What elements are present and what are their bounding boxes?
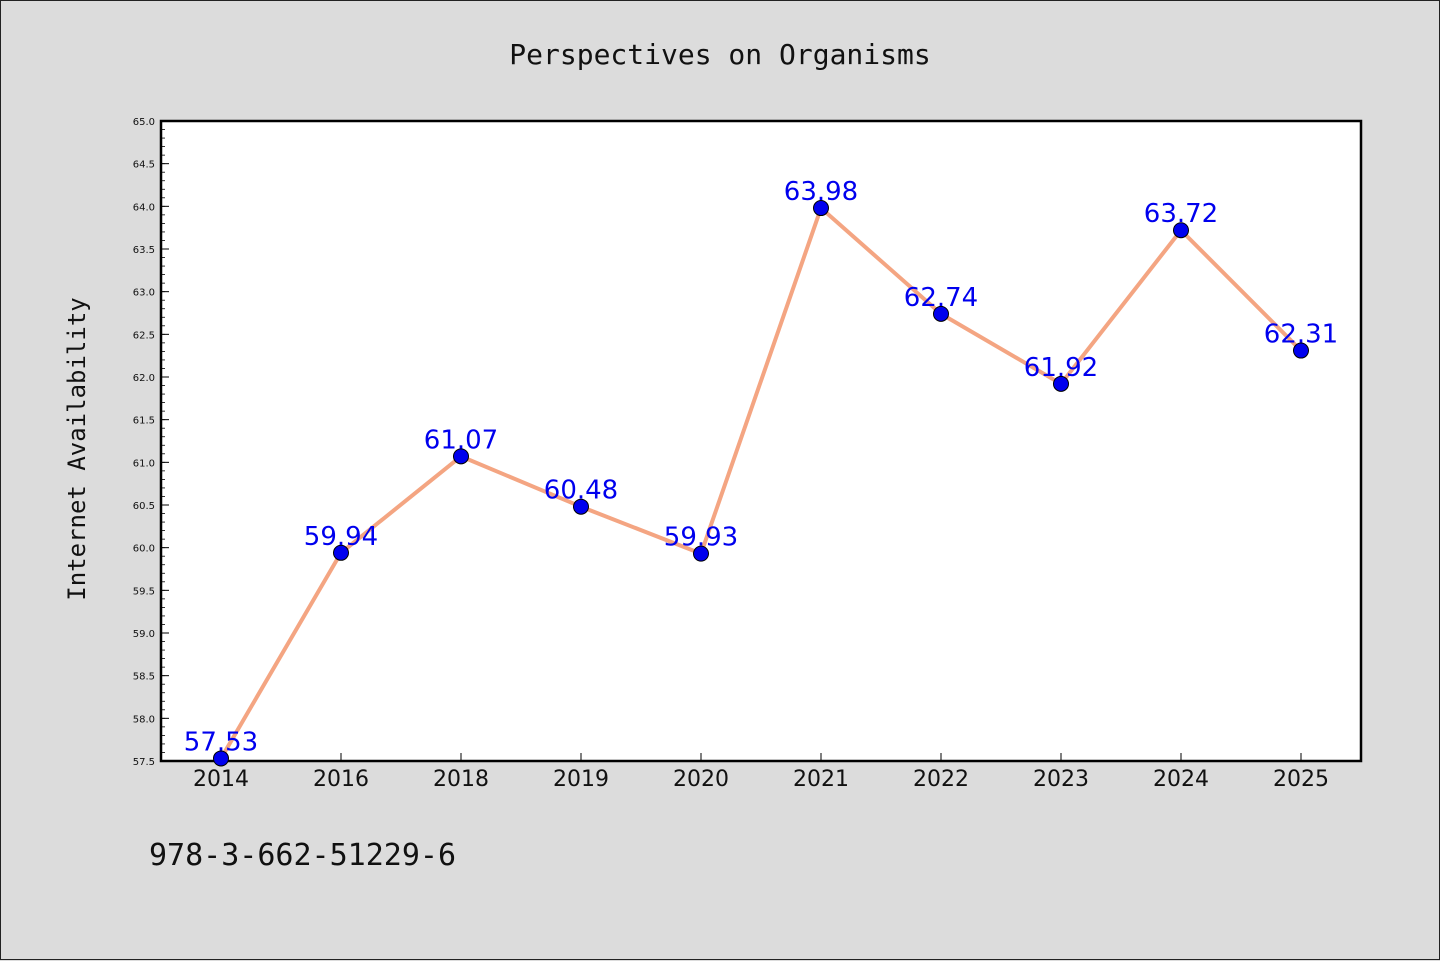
y-tick-label: 59.5 bbox=[133, 586, 155, 597]
data-point bbox=[1293, 342, 1309, 359]
footnote-isbn: 978-3-662-51229-6 bbox=[149, 838, 456, 873]
x-tick-label: 2014 bbox=[193, 767, 249, 792]
data-point bbox=[813, 200, 829, 217]
data-label: 63.72 bbox=[1144, 199, 1218, 229]
data-label: 62.74 bbox=[904, 283, 978, 313]
data-label: 57.53 bbox=[184, 727, 258, 757]
data-label: 59.93 bbox=[664, 523, 738, 553]
y-tick-label: 60.0 bbox=[133, 544, 155, 555]
data-point bbox=[1173, 222, 1189, 239]
y-tick-label: 58.5 bbox=[133, 672, 155, 683]
data-point bbox=[333, 544, 349, 561]
y-tick-label: 57.5 bbox=[133, 757, 155, 768]
x-tick-label: 2023 bbox=[1033, 767, 1089, 792]
y-tick-label: 59.0 bbox=[133, 629, 155, 640]
y-axis: 57.5 58.0 58.5 59.0 59.5 60.0 60.5 61.0 61.5 62.0… bbox=[133, 117, 169, 768]
y-tick-label: 63.5 bbox=[133, 245, 155, 256]
y-tick-label: 60.5 bbox=[133, 501, 155, 512]
data-label: 62.31 bbox=[1264, 320, 1338, 350]
data-label: 63.98 bbox=[784, 177, 858, 207]
y-axis-label: Internet Availability bbox=[63, 297, 91, 600]
x-tick-label: 2020 bbox=[673, 767, 729, 792]
y-tick-label: 63.0 bbox=[133, 288, 155, 299]
data-label: 61.07 bbox=[424, 425, 498, 455]
data-point bbox=[933, 305, 949, 322]
x-tick-label: 2018 bbox=[433, 767, 489, 792]
data-label: 59.94 bbox=[304, 522, 378, 552]
y-tick-label: 58.0 bbox=[133, 714, 155, 725]
y-tick-label: 64.5 bbox=[133, 160, 155, 171]
x-tick-label: 2024 bbox=[1153, 767, 1209, 792]
y-tick-label: 64.0 bbox=[133, 202, 155, 213]
y-tick-label: 62.5 bbox=[133, 330, 155, 341]
y-tick-label: 61.0 bbox=[133, 458, 155, 469]
data-label: 61.92 bbox=[1024, 353, 1098, 383]
x-tick-label: 2016 bbox=[313, 767, 369, 792]
data-point bbox=[573, 498, 589, 515]
x-axis: 2014 2016 2018 2019 2020 2021 2022 2023 2024 2025 bbox=[193, 753, 1329, 792]
x-tick-label: 2025 bbox=[1273, 767, 1329, 792]
y-tick-label: 62.0 bbox=[133, 373, 155, 384]
x-tick-label: 2019 bbox=[553, 767, 609, 792]
data-point bbox=[1053, 375, 1069, 392]
data-label: 60.48 bbox=[544, 476, 618, 506]
x-tick-label: 2022 bbox=[913, 767, 969, 792]
plot-area bbox=[159, 119, 1363, 763]
series-line bbox=[219, 206, 1303, 760]
data-point bbox=[693, 545, 709, 562]
data-point bbox=[213, 750, 229, 767]
y-tick-label: 61.5 bbox=[133, 416, 155, 427]
y-tick-label: 65.0 bbox=[133, 117, 155, 128]
x-tick-label: 2021 bbox=[793, 767, 849, 792]
data-point bbox=[453, 448, 469, 465]
chart-title: Perspectives on Organisms bbox=[509, 38, 930, 71]
series-layer: 57.53 59.94 61.07 60.48 59.93 63.98 62.74 61.92… bbox=[184, 177, 1338, 767]
